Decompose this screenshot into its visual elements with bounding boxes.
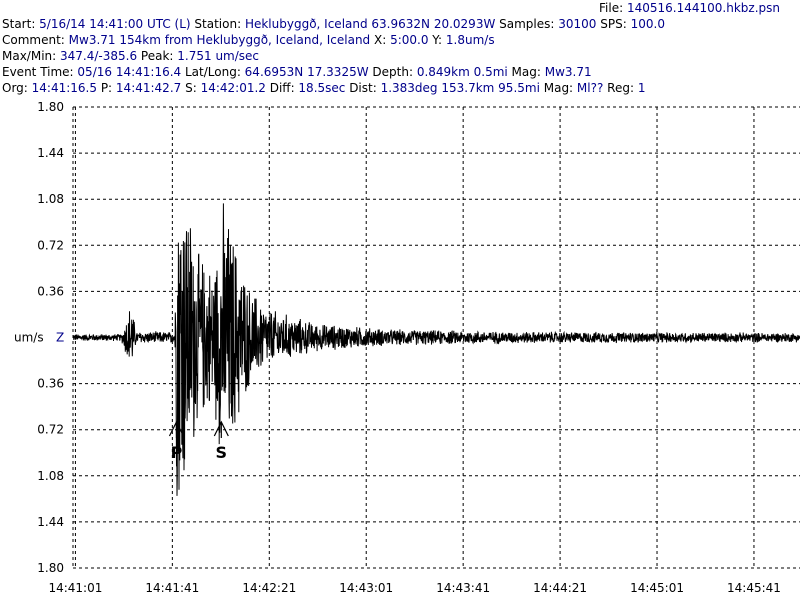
y-tick-label: 1.08 — [37, 192, 64, 206]
header-origin-line: Org: 14:41:16.5 P: 14:41:42.7 S: 14:42:0… — [2, 80, 645, 96]
line3-segment: Max/Min: — [2, 49, 61, 63]
line1-segment: Heklubyggð, Iceland 63.9632N 20.0293W — [244, 17, 496, 31]
line1-segment: Station: — [190, 17, 245, 31]
line2-segment: Comment: — [2, 33, 69, 47]
phase-label-p: P — [171, 443, 183, 462]
y-tick-label: 0.72 — [37, 238, 64, 252]
y-tick-label: 0.36 — [37, 377, 64, 391]
y-tick-label: 1.44 — [37, 515, 64, 529]
x-tick-label: 14:41:01 — [48, 581, 102, 595]
file-label: File: — [599, 1, 624, 15]
line4-segment: 0.849km 0.5mi — [416, 65, 508, 79]
header-event-line: Event Time: 05/16 14:41:16.4 Lat/Long: 6… — [2, 64, 592, 80]
line3-segment: 1.751 um/sec — [177, 49, 260, 63]
line4-segment: Lat/Long: — [181, 65, 245, 79]
line5-segment: Diff: — [265, 81, 299, 95]
header-start-line: Start: 5/16/14 14:41:00 UTC (L) Station:… — [2, 16, 665, 32]
line5-segment: 14:42:01.2 — [200, 81, 266, 95]
header-maxmin-line: Max/Min: 347.4/-385.6 Peak: 1.751 um/sec — [2, 48, 259, 64]
x-tick-label: 14:43:01 — [339, 581, 393, 595]
x-tick-label: 14:45:01 — [630, 581, 684, 595]
line3-segment: 347.4/-385.6 — [60, 49, 138, 63]
y-tick-label: 1.80 — [37, 561, 64, 575]
x-tick-label: 14:43:41 — [436, 581, 490, 595]
line2-segment: 1.8um/s — [445, 33, 495, 47]
y-tick-label: 0.36 — [37, 284, 64, 298]
line5-segment: 18.5sec — [298, 81, 346, 95]
line5-segment: Dist: — [345, 81, 381, 95]
phase-label-s: S — [216, 443, 228, 462]
y-tick-label: 1.44 — [37, 146, 64, 160]
line5-segment: Reg: — [603, 81, 638, 95]
line4-segment: Mag: — [507, 65, 545, 79]
line1-segment: 100.0 — [630, 17, 665, 31]
line2-segment: Mw3.71 154km from Heklubyggð, Iceland, I… — [68, 33, 371, 47]
line2-segment: 5:00.0 — [390, 33, 429, 47]
line5-segment: P: — [97, 81, 116, 95]
file-name: File: 140516.144100.hkbz.psn — [599, 1, 780, 15]
x-tick-label: 14:44:21 — [533, 581, 587, 595]
line2-segment: Y: — [428, 33, 446, 47]
line5-segment: 14:41:16.5 — [31, 81, 97, 95]
line5-segment: Mag: — [539, 81, 577, 95]
line4-segment: Mw3.71 — [544, 65, 592, 79]
y-tick-label: 1.08 — [37, 469, 64, 483]
line5-segment: 1.383deg 153.7km 95.5mi — [380, 81, 540, 95]
x-tick-label: 14:41:41 — [145, 581, 199, 595]
x-tick-label: 14:45:41 — [727, 581, 781, 595]
phase-arrow-p — [168, 420, 185, 438]
line4-segment: 64.6953N 17.3325W — [244, 65, 369, 79]
line1-segment: Samples: — [495, 17, 559, 31]
line1-segment: Start: — [2, 17, 40, 31]
line1-segment: 5/16/14 14:41:00 UTC (L) — [39, 17, 191, 31]
line5-segment: Ml?? — [576, 81, 604, 95]
y-tick-label: 0.72 — [37, 423, 64, 437]
line4-segment: Event Time: — [2, 65, 78, 79]
channel-label: Z — [56, 331, 64, 345]
line3-segment: Peak: — [137, 49, 178, 63]
line2-segment: X: — [370, 33, 391, 47]
phase-arrow-s — [213, 420, 229, 438]
line4-segment: 05/16 14:41:16.4 — [77, 65, 182, 79]
seismogram-trace — [72, 203, 800, 496]
line5-segment: S: — [181, 81, 201, 95]
x-tick-label: 14:42:21 — [242, 581, 296, 595]
line4-segment: Depth: — [368, 65, 417, 79]
y-tick-label: 1.80 — [37, 100, 64, 114]
header-comment-line: Comment: Mw3.71 154km from Heklubyggð, I… — [2, 32, 495, 48]
line1-segment: 30100 — [558, 17, 597, 31]
line5-segment: Org: — [2, 81, 32, 95]
y-axis-label: um/s — [14, 331, 44, 345]
line5-segment: 1 — [637, 81, 646, 95]
file-value: 140516.144100.hkbz.psn — [626, 1, 780, 15]
line1-segment: SPS: — [596, 17, 631, 31]
line5-segment: 14:41:42.7 — [115, 81, 182, 95]
